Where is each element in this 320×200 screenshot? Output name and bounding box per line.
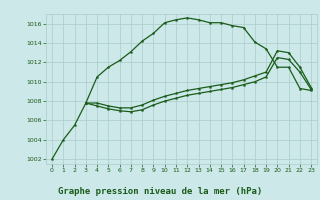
Text: Graphe pression niveau de la mer (hPa): Graphe pression niveau de la mer (hPa) [58,187,262,196]
